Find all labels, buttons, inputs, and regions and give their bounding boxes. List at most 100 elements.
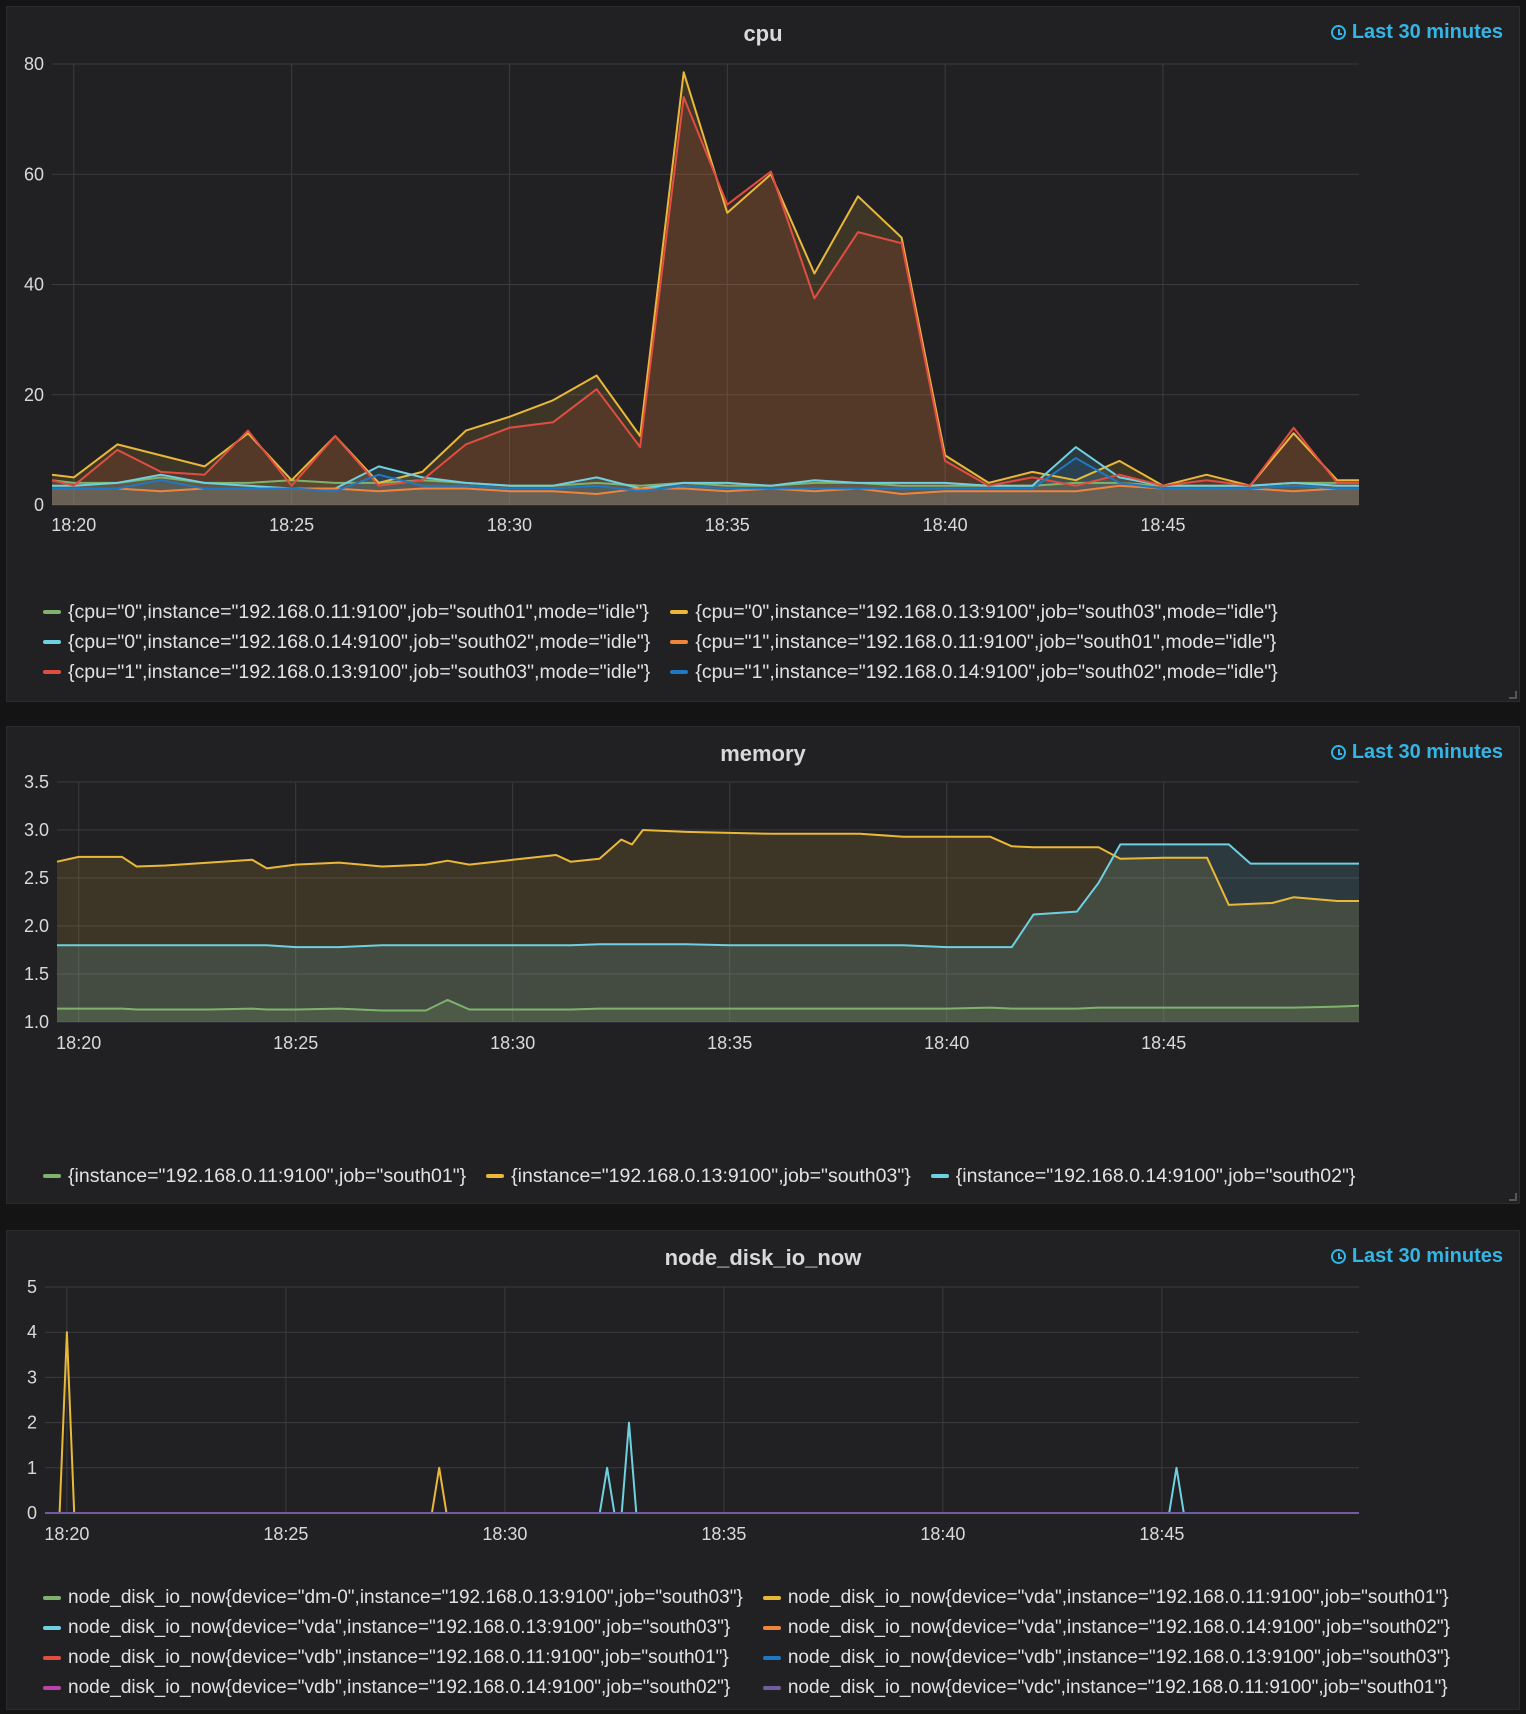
grid xyxy=(57,781,1359,1023)
y-tick-label: 3.5 xyxy=(24,772,49,792)
legend-item[interactable]: {cpu="1",instance="192.168.0.14:9100",jo… xyxy=(670,659,1278,685)
legend-item[interactable]: {cpu="0",instance="192.168.0.14:9100",jo… xyxy=(43,629,650,655)
x-tick-label: 18:20 xyxy=(44,1524,89,1544)
x-tick-label: 18:35 xyxy=(707,1033,752,1053)
grid xyxy=(45,1286,1359,1514)
series-area xyxy=(57,999,1359,1022)
legend-item[interactable]: {instance="192.168.0.11:9100",job="south… xyxy=(43,1163,466,1189)
grid xyxy=(52,63,1359,506)
disk-io-legend: node_disk_io_now{device="dm-0",instance=… xyxy=(43,1585,1450,1701)
time-range-badge[interactable]: Last 30 minutes xyxy=(1330,21,1503,44)
y-tick-label: 5 xyxy=(27,1277,37,1297)
series-group xyxy=(51,71,1359,506)
legend-swatch xyxy=(762,1596,781,1600)
disk-io-chart[interactable]: 0 1 2 3 4 5 18:20 18:25 18:30 18:35 18:40 18:45 xyxy=(7,1231,1519,1583)
time-range-badge[interactable]: Last 30 minutes xyxy=(1330,741,1503,764)
series-area xyxy=(52,97,1359,505)
panel-title[interactable]: memory xyxy=(720,741,806,766)
legend-label: node_disk_io_now{device="vdb",instance="… xyxy=(787,1647,1451,1668)
legend-item[interactable]: node_disk_io_now{device="vdb",instance="… xyxy=(762,1645,1451,1671)
legend-item[interactable]: {instance="192.168.0.13:9100",job="south… xyxy=(486,1163,911,1189)
panel-title[interactable]: cpu xyxy=(743,21,783,46)
clock-icon xyxy=(1330,25,1346,40)
series-line[interactable] xyxy=(57,843,1359,949)
series-group xyxy=(56,829,1360,1022)
memory-panel: memory Last 30 minutes 1.0 1.5 2.0 2.5 3.0 3.… xyxy=(6,726,1520,1204)
memory-chart[interactable]: 1.0 1.5 2.0 2.5 3.0 3.5 18:20 18:25 18:30 18:35 18… xyxy=(7,727,1519,1155)
legend-swatch xyxy=(762,1626,781,1630)
x-tick-label: 18:45 xyxy=(1139,1524,1184,1544)
series-group xyxy=(45,1331,1359,1514)
y-tick-label: 0 xyxy=(34,495,44,515)
legend-swatch xyxy=(930,1174,949,1178)
legend-label: {instance="192.168.0.13:9100",job="south… xyxy=(511,1164,911,1187)
x-tick-label: 18:45 xyxy=(1140,515,1185,535)
x-tick-label: 18:35 xyxy=(705,515,750,535)
y-tick-label: 3 xyxy=(27,1367,37,1387)
legend-item[interactable]: node_disk_io_now{device="vdc",instance="… xyxy=(762,1675,1450,1701)
legend-item[interactable]: {cpu="1",instance="192.168.0.11:9100",jo… xyxy=(670,629,1277,655)
x-tick-label: 18:25 xyxy=(263,1524,308,1544)
legend-label: node_disk_io_now{device="vdc",instance="… xyxy=(787,1677,1448,1698)
cpu-legend: {cpu="0",instance="192.168.0.11:9100",jo… xyxy=(43,599,1278,685)
panel-title[interactable]: node_disk_io_now xyxy=(664,1245,862,1270)
y-tick-label: 80 xyxy=(24,54,44,74)
legend-label: node_disk_io_now{device="vdb",instance="… xyxy=(68,1647,729,1668)
x-tick-label: 18:20 xyxy=(51,515,96,535)
legend-label: {cpu="0",instance="192.168.0.14:9100",jo… xyxy=(68,630,651,653)
y-tick-label: 20 xyxy=(24,385,44,405)
legend-item[interactable]: node_disk_io_now{device="vdb",instance="… xyxy=(43,1645,743,1671)
y-tick-label: 2 xyxy=(27,1413,37,1433)
series-area xyxy=(57,830,1359,1022)
legend-label: {instance="192.168.0.11:9100",job="south… xyxy=(68,1164,467,1187)
x-tick-label: 18:30 xyxy=(487,515,532,535)
legend-item[interactable]: node_disk_io_now{device="vdb",instance="… xyxy=(43,1675,743,1701)
series-line[interactable] xyxy=(57,998,1360,1012)
series-line[interactable] xyxy=(51,96,1359,487)
y-tick-label: 4 xyxy=(27,1322,37,1342)
time-range-label: Last 30 minutes xyxy=(1351,21,1503,43)
x-tick-label: 18:35 xyxy=(701,1524,746,1544)
resize-handle[interactable] xyxy=(1509,691,1517,699)
y-tick-label: 0 xyxy=(27,1503,37,1523)
y-tick-label: 2.0 xyxy=(24,916,49,936)
legend-item[interactable]: node_disk_io_now{device="vda",instance="… xyxy=(762,1615,1450,1641)
legend-item[interactable]: {cpu="0",instance="192.168.0.13:9100",jo… xyxy=(670,599,1278,625)
legend-label: {cpu="1",instance="192.168.0.14:9100",jo… xyxy=(695,660,1278,683)
cpu-chart[interactable]: 0 20 40 60 80 18:20 18:25 18:30 18:35 18:40 18:45 xyxy=(7,7,1519,587)
legend-swatch xyxy=(486,1174,505,1178)
time-range-badge[interactable]: Last 30 minutes xyxy=(1330,1245,1503,1268)
legend-swatch xyxy=(670,610,689,614)
legend-swatch xyxy=(670,640,689,644)
clock-icon xyxy=(1330,745,1346,760)
legend-swatch xyxy=(670,670,689,674)
legend-label: {cpu="0",instance="192.168.0.13:9100",jo… xyxy=(695,600,1278,623)
y-tick-label: 1 xyxy=(27,1458,37,1478)
resize-handle[interactable] xyxy=(1509,1193,1517,1201)
legend-item[interactable]: {cpu="1",instance="192.168.0.13:9100",jo… xyxy=(43,659,650,685)
x-tick-label: 18:45 xyxy=(1141,1033,1186,1053)
x-tick-label: 18:30 xyxy=(482,1524,527,1544)
disk-io-panel: node_disk_io_now Last 30 minutes 0 1 2 3 4 5 1… xyxy=(6,1230,1520,1710)
legend-item[interactable]: node_disk_io_now{device="vda",instance="… xyxy=(43,1615,743,1641)
legend-item[interactable]: node_disk_io_now{device="dm-0",instance=… xyxy=(43,1585,743,1611)
legend-swatch xyxy=(43,1656,61,1660)
y-tick-label: 1.0 xyxy=(24,1012,49,1032)
series-line[interactable] xyxy=(56,829,1359,906)
y-tick-label: 60 xyxy=(24,164,44,184)
legend-swatch xyxy=(762,1656,781,1660)
legend-item[interactable]: {cpu="0",instance="192.168.0.11:9100",jo… xyxy=(43,599,650,625)
x-tick-label: 18:25 xyxy=(273,1033,318,1053)
time-range-label: Last 30 minutes xyxy=(1351,1245,1503,1267)
legend-swatch xyxy=(43,1626,61,1630)
series-line[interactable] xyxy=(52,457,1359,493)
legend-label: {cpu="1",instance="192.168.0.13:9100",jo… xyxy=(68,660,651,683)
legend-swatch xyxy=(43,670,61,674)
x-tick-label: 18:40 xyxy=(923,515,968,535)
legend-swatch xyxy=(43,1596,61,1600)
series-area xyxy=(57,844,1359,1022)
legend-item[interactable]: node_disk_io_now{device="vda",instance="… xyxy=(762,1585,1450,1611)
legend-label: node_disk_io_now{device="vda",instance="… xyxy=(68,1617,731,1638)
legend-label: {cpu="0",instance="192.168.0.11:9100",jo… xyxy=(68,600,649,623)
legend-item[interactable]: {instance="192.168.0.14:9100",job="south… xyxy=(930,1163,1355,1189)
